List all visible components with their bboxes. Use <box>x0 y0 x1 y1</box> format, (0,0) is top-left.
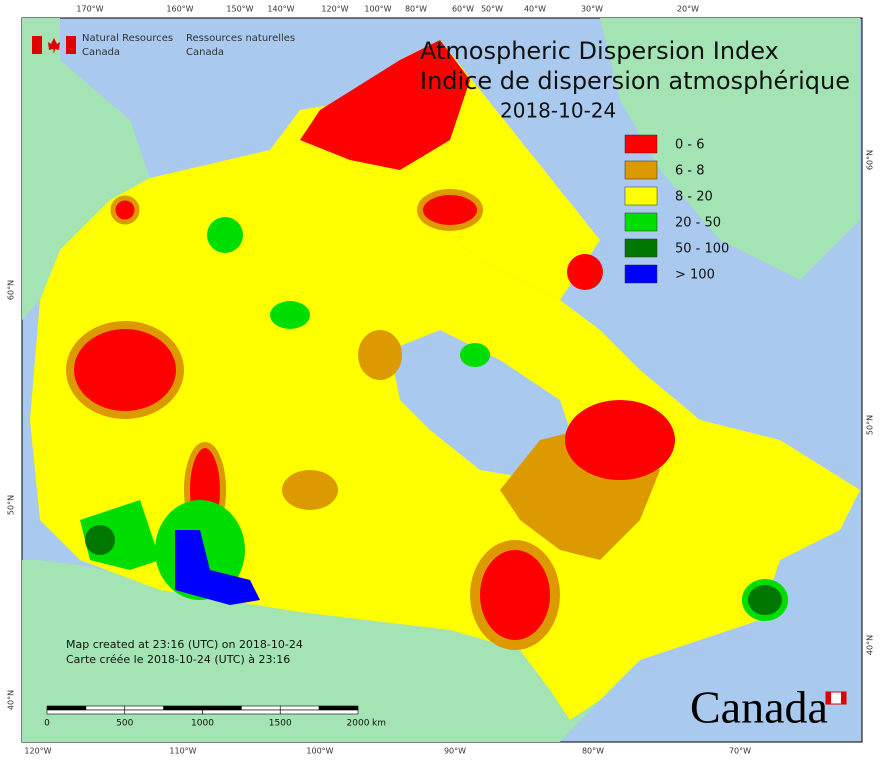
legend-swatch <box>624 238 658 258</box>
scale-segment <box>46 705 87 711</box>
legend-swatch <box>624 160 658 180</box>
scale-segment <box>202 705 242 711</box>
alaska <box>22 18 150 320</box>
zone <box>742 579 788 621</box>
graticule-label: 50°N <box>7 495 16 515</box>
legend-label: 0 - 6 <box>675 138 705 153</box>
legend-label: 6 - 8 <box>675 164 705 179</box>
graticule-label: 70°W <box>729 747 751 756</box>
zone <box>207 217 243 253</box>
scale-segment <box>163 705 203 711</box>
zone <box>565 400 675 480</box>
footer: Carte créée le 2018-10-24 (UTC) à 23:16 <box>66 653 290 666</box>
title: Indice de dispersion atmosphérique <box>420 67 850 95</box>
scale-segment <box>124 705 164 711</box>
scale-segment <box>124 709 203 715</box>
org: Ressources naturelles <box>186 33 295 44</box>
zone <box>460 343 490 367</box>
graticule-label: 150°W <box>226 5 253 14</box>
usa <box>22 560 620 742</box>
zone <box>470 540 560 650</box>
graticule-label: 160°W <box>166 5 193 14</box>
date: 2018-10-24 <box>500 99 616 123</box>
scale-segment <box>202 709 281 715</box>
scale-label: 2000 <box>347 719 370 729</box>
title: Atmospheric Dispersion Index <box>420 37 779 65</box>
legend-swatch <box>624 264 658 284</box>
graticule-label: 110°W <box>169 747 196 756</box>
wordmark-flag <box>841 692 846 704</box>
scale-segment <box>241 705 281 711</box>
graticule-label: 60°W <box>452 5 474 14</box>
graticule-label: 100°W <box>306 747 333 756</box>
org: Natural Resources <box>82 33 173 44</box>
graticule-label: 120°W <box>24 747 51 756</box>
graticule-label: 60°N <box>7 280 16 300</box>
graticule-label: 120°W <box>321 5 348 14</box>
footer: Map created at 23:16 (UTC) on 2018-10-24 <box>66 638 303 651</box>
org: Canada <box>82 47 120 58</box>
hudson-bay <box>390 330 580 480</box>
graticule-label: 50°W <box>481 5 503 14</box>
scale-label: 1000 <box>191 719 214 729</box>
scale-segment <box>318 705 359 711</box>
flag-bar <box>66 36 76 54</box>
graticule-label: 30°W <box>581 5 603 14</box>
graticule-label: 60°N <box>866 150 875 170</box>
graticule-label: 90°W <box>444 747 466 756</box>
graticule-label: 170°W <box>76 5 103 14</box>
scale-segment <box>279 705 320 711</box>
scale-label: 1500 <box>269 719 292 729</box>
graticule-label: 50°N <box>866 415 875 435</box>
legend-label: 8 - 20 <box>675 190 713 205</box>
zone <box>300 40 470 170</box>
zone <box>282 470 338 510</box>
zone <box>417 189 483 231</box>
graticule-label: 20°W <box>677 5 699 14</box>
maple-leaf <box>48 38 60 54</box>
credits: Natural Resources Canada Ressources natu… <box>32 33 295 58</box>
legend-swatch <box>624 212 658 232</box>
legend-label: 20 - 50 <box>675 216 721 231</box>
scale-segment <box>46 709 126 715</box>
zone <box>85 525 115 555</box>
scale-segment <box>279 709 359 715</box>
graticule-label: 40°N <box>866 635 875 655</box>
graticule-label: 80°W <box>582 747 604 756</box>
scale-label: 0 <box>44 719 50 729</box>
legend-label: 50 - 100 <box>675 242 729 257</box>
legend-swatch <box>624 186 658 206</box>
graticule-label: 100°W <box>364 5 391 14</box>
wordmark-flag <box>826 692 831 704</box>
index-zones <box>66 40 788 650</box>
zone <box>567 254 603 290</box>
greenland <box>600 18 860 280</box>
zone <box>175 530 260 605</box>
zone <box>270 301 310 329</box>
scale-unit: km <box>372 719 386 729</box>
legend-label: > 100 <box>675 268 715 283</box>
zone <box>358 330 402 380</box>
graticule-label: 80°W <box>405 5 427 14</box>
flag-bar <box>32 36 42 54</box>
scale-segment <box>85 705 126 711</box>
zone <box>66 321 184 419</box>
scale-label: 500 <box>116 719 133 729</box>
graticule-label: 40°N <box>7 690 16 710</box>
graticule-label: 140°W <box>267 5 294 14</box>
wordmark: Canada <box>690 682 828 733</box>
org: Canada <box>186 47 224 58</box>
zone <box>110 195 140 225</box>
legend-swatch <box>624 134 658 154</box>
graticule-label: 40°W <box>524 5 546 14</box>
